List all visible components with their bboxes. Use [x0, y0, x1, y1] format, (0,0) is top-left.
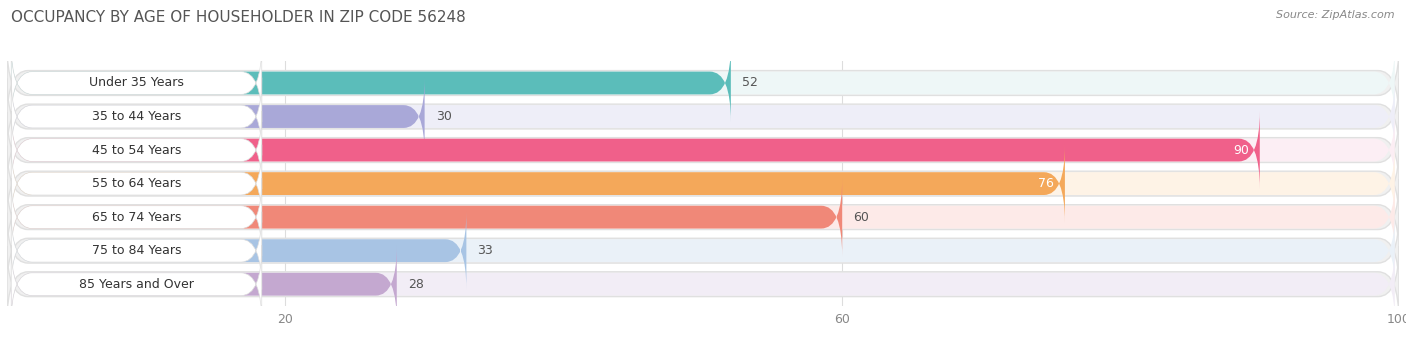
FancyBboxPatch shape	[11, 245, 396, 323]
Text: 76: 76	[1038, 177, 1053, 190]
Text: 30: 30	[436, 110, 451, 123]
Text: Source: ZipAtlas.com: Source: ZipAtlas.com	[1277, 10, 1395, 20]
FancyBboxPatch shape	[11, 111, 1395, 189]
Text: 28: 28	[408, 278, 423, 291]
FancyBboxPatch shape	[11, 178, 262, 256]
FancyBboxPatch shape	[11, 212, 262, 290]
FancyBboxPatch shape	[11, 145, 1064, 222]
Text: 45 to 54 Years: 45 to 54 Years	[91, 143, 181, 156]
FancyBboxPatch shape	[11, 212, 1395, 290]
FancyBboxPatch shape	[11, 44, 1395, 122]
FancyBboxPatch shape	[11, 44, 262, 122]
FancyBboxPatch shape	[11, 178, 842, 256]
Text: 55 to 64 Years: 55 to 64 Years	[91, 177, 181, 190]
FancyBboxPatch shape	[7, 179, 1399, 255]
Text: Under 35 Years: Under 35 Years	[89, 76, 184, 89]
FancyBboxPatch shape	[7, 213, 1399, 289]
FancyBboxPatch shape	[11, 245, 262, 323]
FancyBboxPatch shape	[7, 246, 1399, 322]
FancyBboxPatch shape	[11, 78, 262, 155]
Text: 85 Years and Over: 85 Years and Over	[79, 278, 194, 291]
FancyBboxPatch shape	[11, 145, 262, 222]
FancyBboxPatch shape	[11, 212, 467, 290]
FancyBboxPatch shape	[7, 45, 1399, 121]
Text: 90: 90	[1233, 143, 1249, 156]
FancyBboxPatch shape	[7, 146, 1399, 221]
FancyBboxPatch shape	[7, 112, 1399, 188]
FancyBboxPatch shape	[11, 245, 1395, 323]
FancyBboxPatch shape	[7, 79, 1399, 154]
FancyBboxPatch shape	[11, 178, 1395, 256]
Text: 52: 52	[742, 76, 758, 89]
Text: 65 to 74 Years: 65 to 74 Years	[91, 211, 181, 224]
Text: 60: 60	[853, 211, 869, 224]
FancyBboxPatch shape	[11, 78, 425, 155]
Text: 35 to 44 Years: 35 to 44 Years	[91, 110, 181, 123]
FancyBboxPatch shape	[11, 44, 731, 122]
FancyBboxPatch shape	[11, 145, 1395, 222]
Text: OCCUPANCY BY AGE OF HOUSEHOLDER IN ZIP CODE 56248: OCCUPANCY BY AGE OF HOUSEHOLDER IN ZIP C…	[11, 10, 465, 25]
FancyBboxPatch shape	[11, 111, 262, 189]
Text: 75 to 84 Years: 75 to 84 Years	[91, 244, 181, 257]
FancyBboxPatch shape	[11, 111, 1260, 189]
FancyBboxPatch shape	[11, 78, 1395, 155]
Text: 33: 33	[478, 244, 494, 257]
